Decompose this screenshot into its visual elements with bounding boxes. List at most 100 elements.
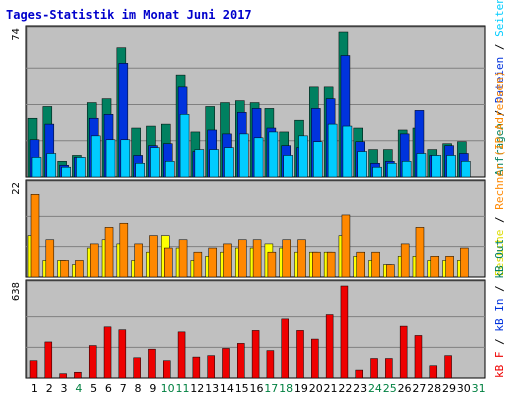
bar-kb-f-day-13 <box>207 355 215 379</box>
bar-kb-f-day-4 <box>74 371 82 379</box>
bar-seiten-day-24 <box>372 166 382 178</box>
bar-seiten-day-27 <box>416 153 427 178</box>
chart-title: Tages-Statistik im Monat Juni 2017 <box>6 8 252 22</box>
bar-kb-f-day-23 <box>355 369 363 379</box>
x-tick-label: 1 <box>31 382 38 395</box>
bar-kb-f-day-9 <box>148 348 156 379</box>
bar-rechner-ip-adressen--day-28 <box>430 256 440 278</box>
bar-seiten-day-21 <box>327 123 338 178</box>
legend-text: kB In <box>493 299 506 332</box>
legend-text: / <box>493 332 506 352</box>
bar-seiten-day-23 <box>357 151 367 178</box>
bar-seiten-day-13 <box>209 149 219 178</box>
bar-kb-f-day-26 <box>399 325 408 379</box>
x-tick-label: 21 <box>324 382 338 395</box>
bar-rechner-ip-adressen--day-17 <box>267 251 277 278</box>
x-tick-label: 9 <box>149 382 156 395</box>
bar-rechner-ip-adressen--day-25 <box>386 264 395 278</box>
bar-seiten-day-9 <box>150 147 160 178</box>
side-legend-bottom: kB F / kB In / kB Out <box>493 239 506 378</box>
y-max-label: 22 <box>11 182 22 195</box>
side-legend-top: Anfragen / Dateien / Seiten <box>493 0 506 176</box>
bar-rechner-ip-adressen--day-30 <box>460 247 469 278</box>
bar-rechner-ip-adressen--day-11 <box>178 239 188 278</box>
legend-text: Seiten <box>493 0 506 37</box>
bar-seiten-day-16 <box>253 137 264 178</box>
x-tick-label: 12 <box>190 382 204 395</box>
x-tick-label: 27 <box>412 382 426 395</box>
x-tick-label: 5 <box>90 382 97 395</box>
bar-rechner-ip-adressen--day-18 <box>282 239 291 278</box>
bar-seiten-day-20 <box>313 141 323 178</box>
x-tick-label: 24 <box>368 382 382 395</box>
bar-kb-f-day-2 <box>44 341 53 379</box>
bar-kb-f-day-6 <box>103 326 112 379</box>
bar-rechner-ip-adressen--day-8 <box>134 243 143 278</box>
legend-text: Rechner (IP-Adressen) <box>493 71 506 210</box>
bar-kb-f-day-11 <box>177 331 186 379</box>
bar-rechner-ip-adressen--day-1 <box>30 194 40 278</box>
legend-text: / <box>493 279 506 299</box>
bar-kb-f-day-24 <box>370 358 378 379</box>
legend-text: Dateien <box>493 57 506 103</box>
x-tick-label: 16 <box>250 382 264 395</box>
x-tick-label: 17 <box>264 382 278 395</box>
bar-rechner-ip-adressen--day-24 <box>371 251 380 278</box>
legend-text: kB F <box>493 352 506 379</box>
bar-rechner-ip-adressen--day-12 <box>193 251 203 278</box>
bar-rechner-ip-adressen--day-21 <box>326 251 336 278</box>
x-tick-label: 29 <box>442 382 456 395</box>
bar-rechner-ip-adressen--day-4 <box>75 260 84 278</box>
bar-rechner-ip-adressen--day-10 <box>164 247 173 278</box>
bar-seiten-day-17 <box>268 131 279 178</box>
bar-kb-f-day-5 <box>88 345 97 379</box>
x-tick-label: 19 <box>294 382 308 395</box>
bar-kb-f-day-22 <box>340 285 349 379</box>
x-tick-label: 31 <box>472 382 486 395</box>
legend-text: / <box>493 210 506 230</box>
x-tick-label: 4 <box>75 382 82 395</box>
bar-rechner-ip-adressen--day-22 <box>341 214 351 278</box>
bar-kb-f-day-19 <box>296 330 304 379</box>
bar-kb-f-day-10 <box>163 360 171 379</box>
x-tick-label: 15 <box>235 382 249 395</box>
x-tick-label: 3 <box>61 382 68 395</box>
bar-rechner-ip-adressen--day-7 <box>119 222 129 278</box>
bar-rechner-ip-adressen--day-29 <box>445 256 454 278</box>
bar-rechner-ip-adressen--day-3 <box>60 260 69 278</box>
x-tick-label: 2 <box>46 382 53 395</box>
x-tick-label: 22 <box>338 382 352 395</box>
legend-text: kB Out <box>493 239 506 279</box>
bar-seiten-day-22 <box>342 125 353 178</box>
bar-seiten-day-11 <box>179 114 190 178</box>
bar-seiten-day-15 <box>239 133 249 178</box>
x-tick-label: 30 <box>457 382 471 395</box>
bar-kb-f-day-16 <box>251 330 260 379</box>
bar-seiten-day-19 <box>298 135 308 178</box>
bar-rechner-ip-adressen--day-2 <box>45 239 55 278</box>
bar-kb-f-day-29 <box>444 355 452 379</box>
bar-seiten-day-12 <box>194 149 205 178</box>
bar-kb-f-day-25 <box>385 358 393 379</box>
legend-text: / <box>493 37 506 57</box>
bar-kb-f-day-1 <box>29 360 38 379</box>
x-tick-label: 25 <box>383 382 397 395</box>
bar-seiten-day-14 <box>224 147 234 178</box>
x-tick-label: 8 <box>135 382 142 395</box>
x-tick-label: 20 <box>309 382 323 395</box>
bar-seiten-day-5 <box>90 135 101 178</box>
bar-kb-f-day-14 <box>222 348 230 379</box>
bar-seiten-day-6 <box>105 139 116 178</box>
bar-rechner-ip-adressen--day-23 <box>356 251 365 278</box>
bar-rechner-ip-adressen--day-14 <box>223 243 232 278</box>
x-tick-label: 18 <box>279 382 293 395</box>
legend-text: / <box>493 103 506 123</box>
panel-2: 22 <box>11 179 486 278</box>
bar-seiten-day-7 <box>120 139 131 178</box>
bar-rechner-ip-adressen--day-9 <box>149 235 158 278</box>
side-legend-mid: Besuche / Rechner (IP-Adressen) <box>493 71 506 276</box>
bar-kb-f-day-21 <box>325 314 334 379</box>
x-tick-label: 23 <box>353 382 367 395</box>
bar-seiten-day-26 <box>401 161 412 178</box>
